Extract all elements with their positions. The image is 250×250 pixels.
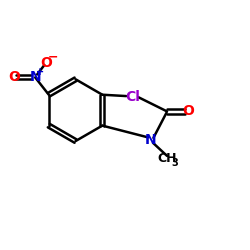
Text: N: N (30, 70, 41, 85)
Text: +: + (36, 67, 44, 77)
Text: O: O (40, 56, 52, 70)
Text: −: − (48, 51, 58, 64)
Text: O: O (8, 70, 20, 85)
Text: O: O (182, 104, 194, 118)
Text: Cl: Cl (125, 90, 140, 104)
Text: N: N (145, 133, 157, 147)
Text: CH: CH (157, 152, 177, 165)
Text: 3: 3 (171, 158, 178, 168)
